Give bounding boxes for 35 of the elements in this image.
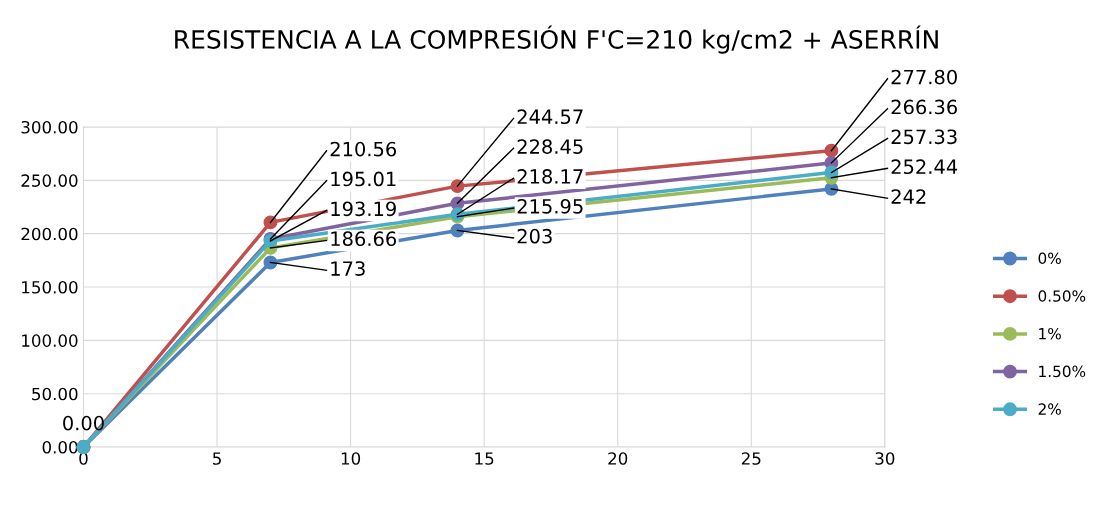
data-label: 210.56: [330, 141, 397, 157]
y-tick-label: 50.00: [32, 387, 78, 401]
y-tick-label: 250.00: [21, 174, 78, 187]
data-label: 186.66: [331, 231, 397, 247]
data-label: 252.44: [891, 159, 958, 175]
data-label: 218.17: [517, 169, 583, 184]
x-tick-label: 20: [608, 452, 628, 465]
x-tick-label: 5: [213, 452, 221, 465]
x-tick-label: 25: [741, 452, 761, 465]
data-label: 215.95: [517, 198, 583, 214]
data-label: 266.36: [891, 99, 957, 115]
data-label: 203: [517, 228, 552, 244]
legend-label: 0.50%: [1038, 290, 1086, 302]
y-tick-label: 150.00: [22, 280, 78, 294]
y-tick-label: 300.00: [21, 120, 78, 134]
data-label: 277.80: [891, 69, 957, 85]
legend-label: 1.50%: [1039, 365, 1086, 378]
data-label: 228.45: [517, 139, 583, 154]
y-tick-label: 100.00: [22, 334, 78, 347]
data-label: 195.01: [331, 171, 396, 187]
data-label: 173: [331, 261, 365, 276]
legend-label: 1%: [1039, 327, 1061, 340]
x-tick-label: 10: [341, 452, 361, 465]
data-label: 244.57: [517, 109, 583, 125]
data-label: 0.00: [63, 415, 104, 431]
legend-label: 0%: [1038, 252, 1061, 265]
data-label: 257.33: [891, 129, 957, 145]
y-tick-label: 200.00: [21, 227, 78, 241]
legend-label: 2%: [1038, 403, 1061, 415]
y-tick-label: 0.00: [42, 441, 78, 454]
data-label: 193.19: [331, 201, 396, 217]
data-label: 242: [891, 189, 926, 204]
chart-title: RESISTENCIA A LA COMPRESIÓN F'C=210 kg/cm2 + ASERRÍN: [175, 25, 938, 54]
x-tick-label: 30: [875, 452, 895, 465]
x-tick-label: 15: [475, 452, 494, 465]
